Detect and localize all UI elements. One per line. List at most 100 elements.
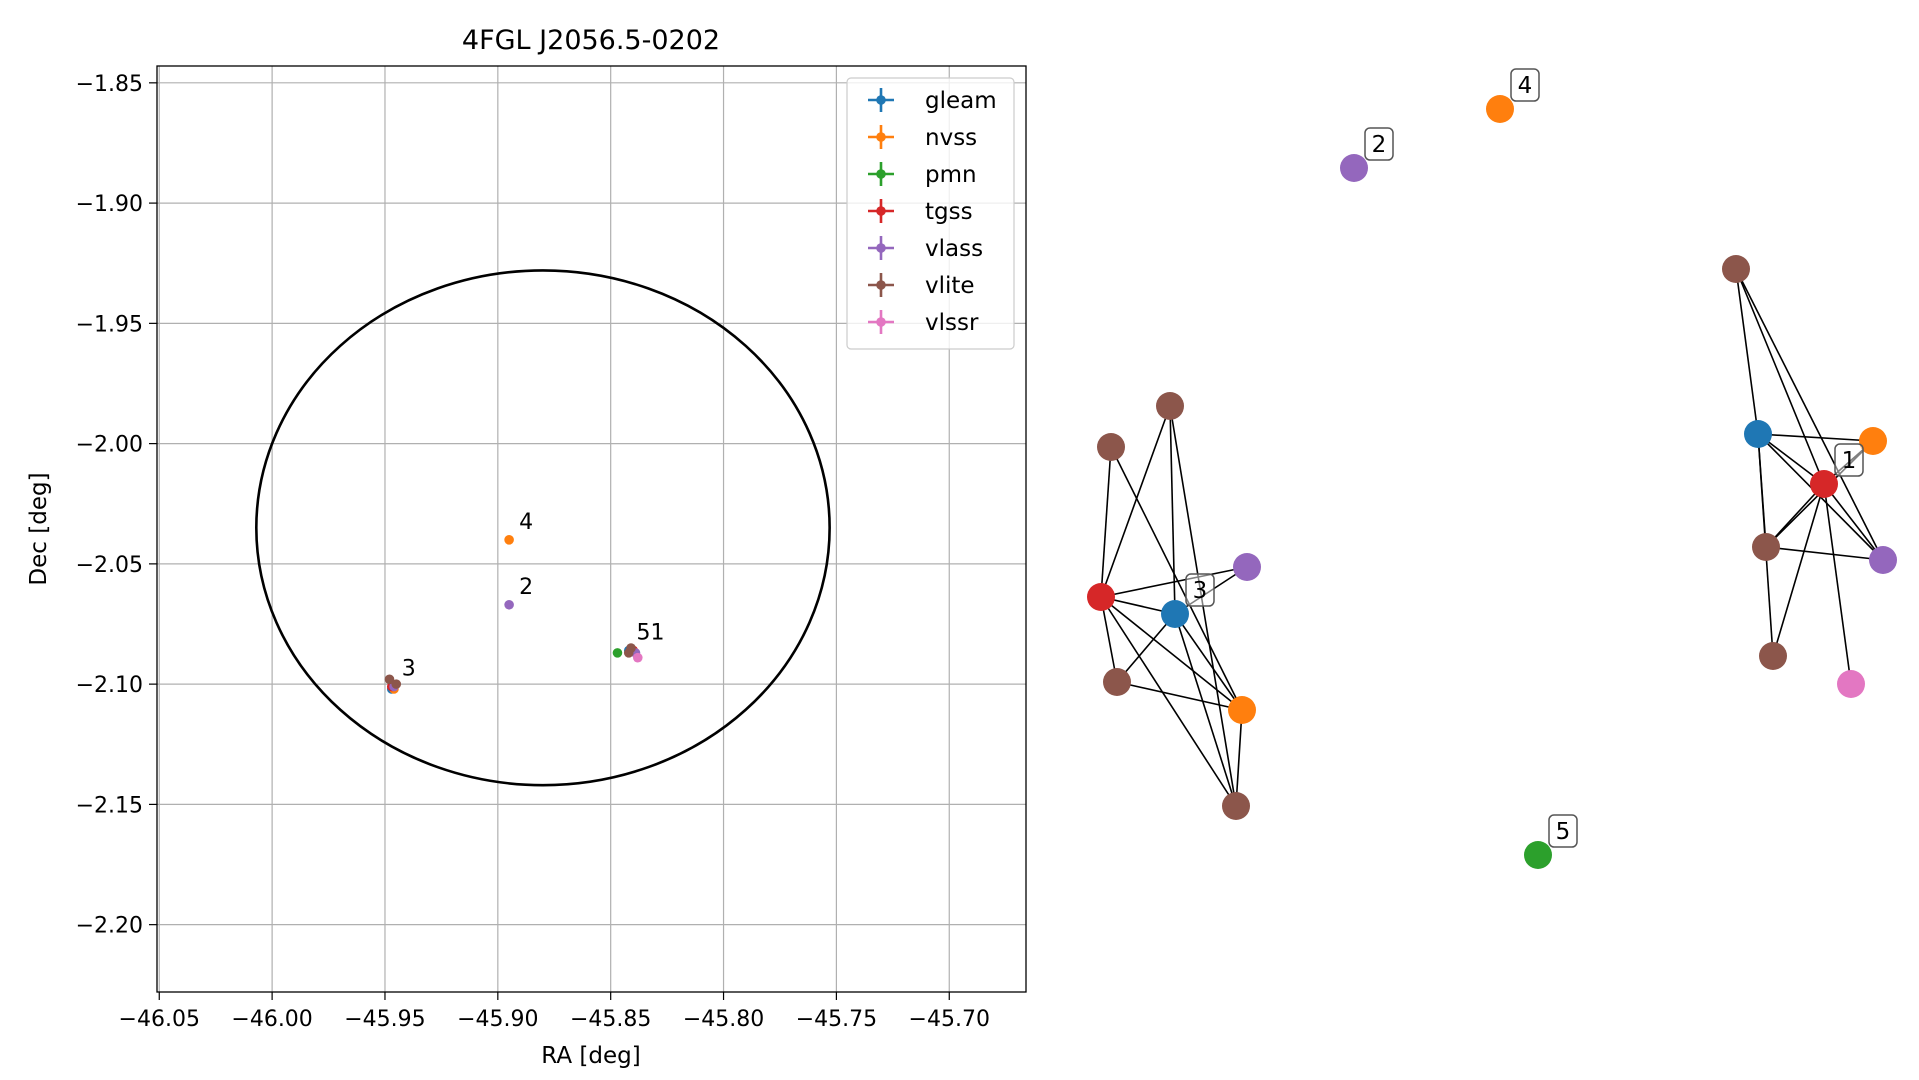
chart-title: 4FGL J2056.5-0202 bbox=[462, 25, 720, 56]
network-edge bbox=[1174, 613, 1243, 711]
y-tick-label: −2.15 bbox=[76, 793, 143, 818]
data-point-vlite bbox=[391, 679, 402, 689]
x-tick-label: −45.75 bbox=[796, 1007, 877, 1032]
data-point-nvss bbox=[504, 535, 514, 545]
node-label: 2 bbox=[1372, 132, 1387, 158]
network-edge bbox=[1174, 613, 1237, 807]
network-edge bbox=[1100, 596, 1237, 807]
network-edge bbox=[1235, 709, 1243, 807]
network-node bbox=[1486, 95, 1514, 123]
x-tick-label: −45.95 bbox=[344, 1007, 425, 1032]
network-edge bbox=[1116, 681, 1243, 711]
network-node bbox=[1228, 696, 1256, 724]
localization-ellipse bbox=[255, 269, 831, 787]
network-node bbox=[1722, 255, 1750, 283]
network-node bbox=[1869, 546, 1897, 574]
network-edge bbox=[1823, 483, 1852, 685]
node-label-box bbox=[1364, 127, 1394, 161]
point-annotation: 3 bbox=[402, 657, 416, 682]
network-edge bbox=[1100, 596, 1243, 711]
network-node bbox=[1222, 792, 1250, 820]
network-node bbox=[1752, 533, 1780, 561]
y-tick-label: −2.10 bbox=[76, 673, 143, 698]
y-tick-label: −1.90 bbox=[76, 192, 143, 217]
data-point-vlite bbox=[623, 648, 634, 658]
network-edge bbox=[1100, 405, 1171, 598]
x-tick-label: −45.70 bbox=[909, 1007, 990, 1032]
sky-position-scatter-plot: 4 2 51 3 −46.05 −46.00 −45.95 −45.90 −45.85 −45.… bbox=[26, 25, 1027, 1069]
x-axis-ticks: −46.05 −46.00 −45.95 −45.90 −45.85 −45.80 −45.… bbox=[119, 992, 990, 1032]
y-tick-label: −2.05 bbox=[76, 553, 143, 578]
node-label: 5 bbox=[1556, 819, 1571, 845]
network-node bbox=[1087, 583, 1115, 611]
x-tick-label: −45.80 bbox=[683, 1007, 764, 1032]
node-label-box bbox=[1185, 573, 1215, 607]
legend-box bbox=[846, 77, 1015, 350]
x-tick-label: −45.85 bbox=[570, 1007, 651, 1032]
network-node bbox=[1859, 427, 1887, 455]
y-axis-label: Dec [deg] bbox=[26, 472, 52, 585]
legend-marker-dot bbox=[876, 243, 886, 253]
network-edge bbox=[1765, 546, 1884, 561]
legend-label: vlssr bbox=[925, 310, 979, 336]
y-tick-label: −1.85 bbox=[76, 72, 143, 97]
data-point-pmn bbox=[612, 648, 623, 658]
network-edge bbox=[1100, 446, 1112, 598]
network-node bbox=[1103, 668, 1131, 696]
point-annotations: 4 2 51 3 bbox=[402, 510, 665, 682]
y-tick-label: −2.00 bbox=[76, 433, 143, 458]
legend-label: pmn bbox=[925, 162, 977, 188]
x-tick-label: −46.00 bbox=[231, 1007, 312, 1032]
y-tick-label: −2.20 bbox=[76, 914, 143, 939]
x-tick-label: −45.90 bbox=[457, 1007, 538, 1032]
legend-marker-dot bbox=[876, 169, 886, 179]
network-edge bbox=[1100, 566, 1248, 598]
network-edge bbox=[1765, 483, 1825, 548]
network-node bbox=[1340, 154, 1368, 182]
network-node bbox=[1810, 470, 1838, 498]
network-edge bbox=[1823, 483, 1884, 561]
network-edges bbox=[1100, 268, 1884, 807]
network-edge bbox=[1116, 613, 1176, 683]
network-node bbox=[1161, 600, 1189, 628]
network-node bbox=[1097, 433, 1125, 461]
crossmatch-network-graph: 1 2 4 5 3 bbox=[1087, 68, 1897, 869]
network-edge bbox=[1110, 446, 1243, 711]
data-point-vlass bbox=[504, 599, 514, 610]
legend-marker-dot bbox=[876, 95, 886, 105]
node-label: 3 bbox=[1193, 578, 1208, 604]
y-tick-label: −1.95 bbox=[76, 312, 143, 337]
node-label: 4 bbox=[1518, 73, 1533, 99]
plot-frame bbox=[156, 65, 1027, 993]
network-node bbox=[1759, 642, 1787, 670]
source-points bbox=[384, 535, 643, 694]
node-label-box bbox=[1834, 443, 1864, 477]
network-edge bbox=[1100, 596, 1118, 683]
network-node bbox=[1744, 420, 1772, 448]
legend: gleam nvss pmn tgss vlass vlite vlssr bbox=[846, 77, 1015, 350]
legend-label: nvss bbox=[925, 125, 977, 151]
network-edge bbox=[1735, 268, 1825, 485]
network-node bbox=[1156, 392, 1184, 420]
network-node bbox=[1233, 553, 1261, 581]
network-node-labels: 1 2 4 5 3 bbox=[1185, 68, 1864, 848]
localization-ellipse-layer bbox=[255, 269, 831, 787]
node-label-box bbox=[1548, 814, 1578, 848]
network-edge bbox=[1169, 405, 1176, 615]
legend-label: vlass bbox=[925, 236, 983, 262]
y-axis-ticks: −1.85 −1.90 −1.95 −2.00 −2.05 −2.10 −2.15 −2.20 bbox=[76, 72, 157, 939]
network-edge bbox=[1735, 268, 1759, 435]
data-point-vlssr bbox=[632, 652, 643, 663]
network-edge bbox=[1757, 433, 1874, 442]
node-label-box bbox=[1510, 68, 1540, 102]
legend-marker-dot bbox=[876, 317, 886, 327]
legend-marker-dot bbox=[876, 206, 886, 216]
network-edge bbox=[1772, 483, 1825, 657]
point-annotation: 2 bbox=[519, 575, 533, 600]
network-node bbox=[1837, 670, 1865, 698]
legend-marker-dot bbox=[876, 280, 886, 290]
legend-label: gleam bbox=[925, 88, 997, 114]
network-nodes bbox=[1087, 95, 1897, 869]
x-axis-label: RA [deg] bbox=[541, 1043, 640, 1069]
